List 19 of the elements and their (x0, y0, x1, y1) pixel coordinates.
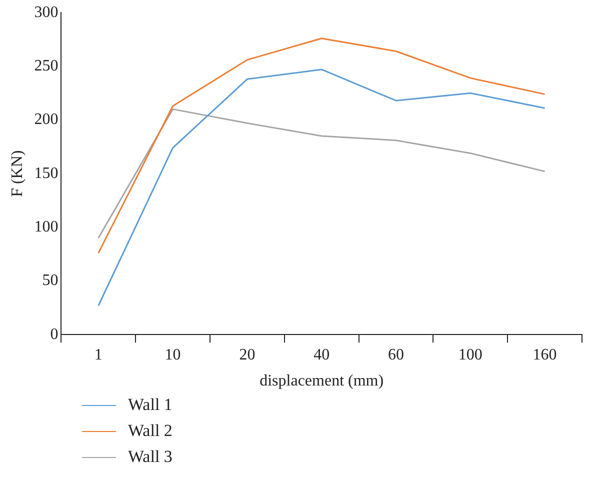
x-tick-label: 60 (388, 346, 404, 364)
y-axis-title: F (KN) (8, 150, 26, 197)
y-tick-label: 150 (34, 164, 58, 182)
x-tick-label: 100 (458, 346, 482, 364)
x-tick-label: 1 (94, 346, 102, 364)
y-tick-label: 250 (34, 57, 58, 74)
legend-label: Wall 1 (128, 395, 172, 415)
x-tick-label: 160 (532, 346, 557, 364)
y-tick-label: 0 (50, 326, 58, 343)
x-tick-label: 10 (164, 346, 181, 364)
legend-label: Wall 3 (128, 447, 172, 467)
x-axis-title: displacement (mm) (260, 372, 384, 390)
x-tick-label: 20 (239, 346, 256, 364)
y-tick-label: 200 (34, 111, 58, 128)
y-tick-label: 300 (34, 4, 58, 21)
y-tick-label: 50 (42, 272, 58, 290)
y-tick-label: 100 (34, 218, 58, 236)
x-tick-label: 40 (314, 346, 330, 364)
legend-label: Wall 2 (128, 421, 172, 441)
